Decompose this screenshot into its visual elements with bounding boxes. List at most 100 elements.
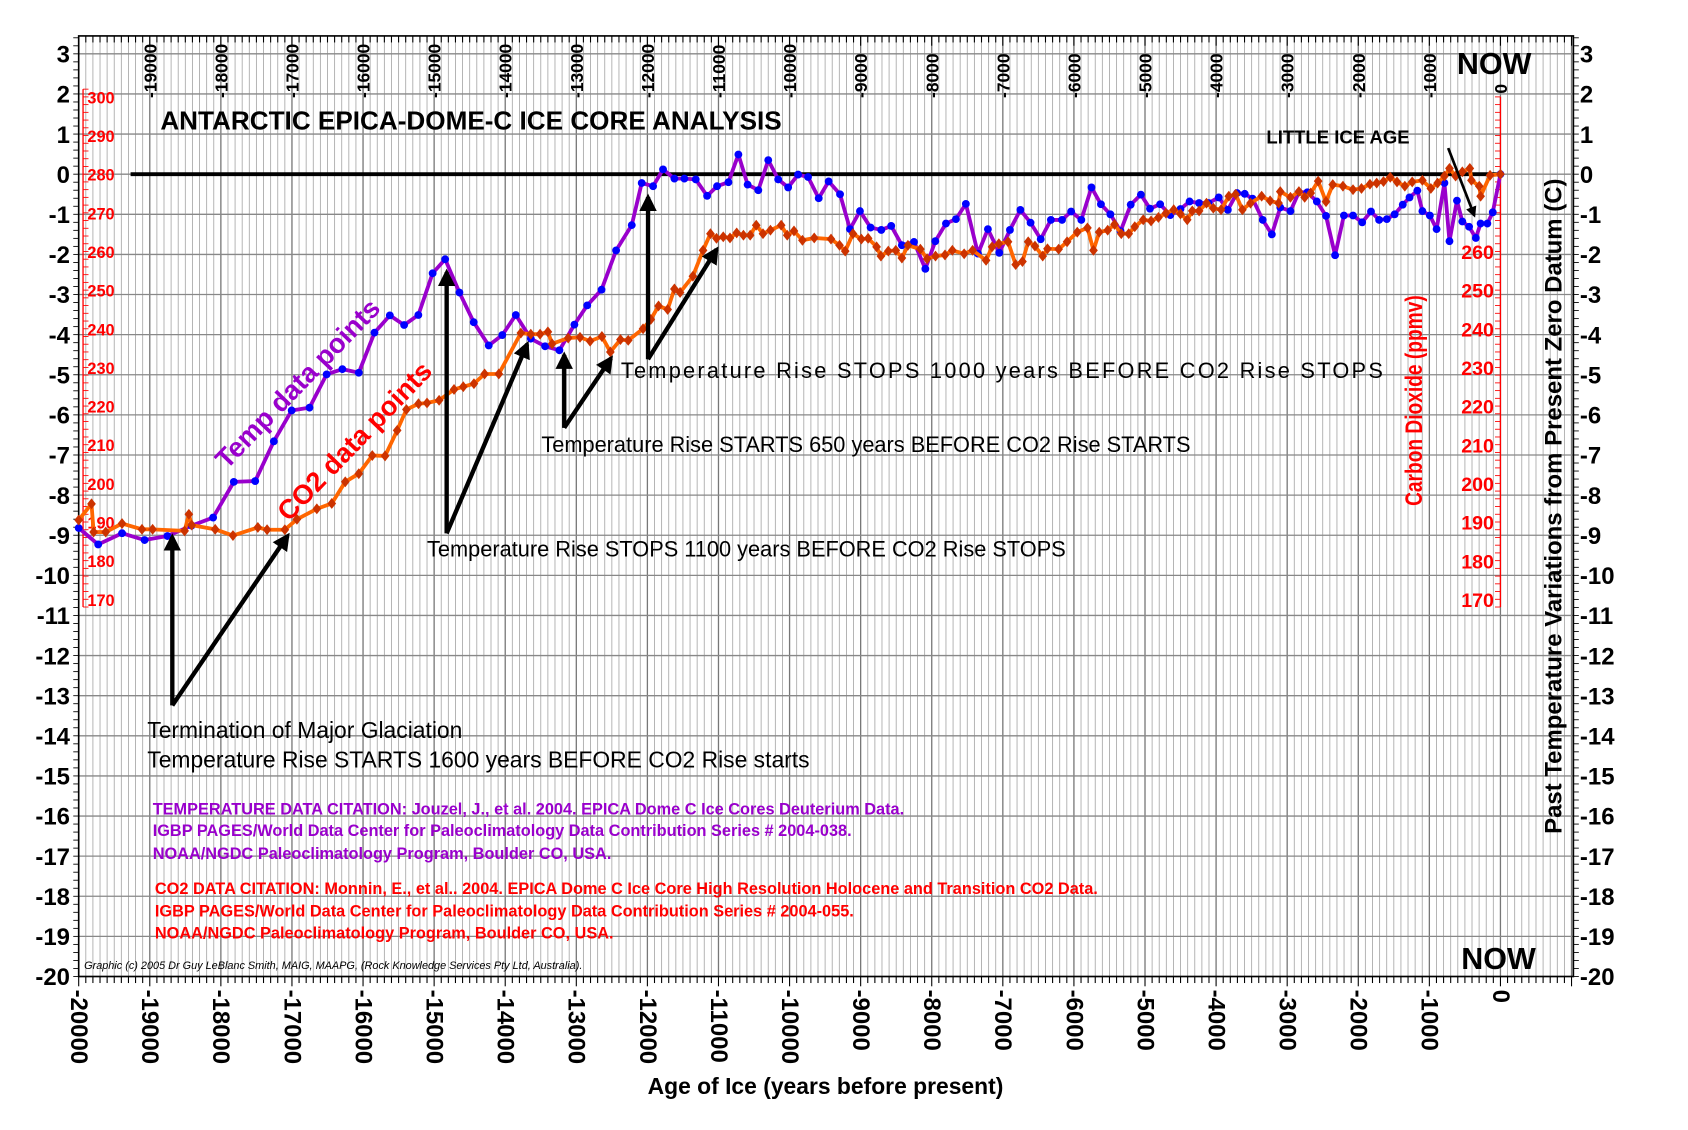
co2-data-point [623, 334, 633, 346]
co2-data-point [422, 397, 432, 409]
temp-data-point [866, 223, 875, 232]
little-ice-age-label: LITTLE ICE AGE [1266, 127, 1409, 148]
co2-citation-line: CO2 DATA CITATION: Monnin, E., et al.. 2… [155, 880, 1098, 898]
temp-data-point [1267, 230, 1276, 239]
y-tick-label-right: -6 [1580, 403, 1601, 430]
co2-data-point [1161, 207, 1171, 219]
co2-data-point [137, 523, 147, 535]
arrow-icon [562, 355, 613, 430]
co2-data-point [745, 229, 755, 241]
temp-data-point [1026, 218, 1035, 227]
temp-data-point [1156, 200, 1165, 209]
co2-tick-label-right: 190 [1461, 513, 1494, 535]
temp-data-point [400, 321, 409, 329]
co2-tick-label-left: 260 [87, 244, 114, 262]
co2-data-point [1496, 168, 1505, 180]
y-tick-label-left: 1 [57, 122, 70, 149]
temp-data-point [1382, 215, 1391, 224]
temp-data-point [1067, 207, 1076, 216]
y-tick-label-right: -5 [1580, 362, 1601, 389]
series [74, 150, 1505, 549]
co2-data-point [1476, 190, 1485, 202]
co2-data-point [688, 270, 698, 282]
temp-data-point [1046, 215, 1055, 224]
x-tick-label-top: -16000 [354, 44, 374, 98]
temp-citation-line: NOAA/NGDC Paleoclimatology Program, Boul… [153, 845, 612, 863]
now-bottom-label: NOW [1461, 942, 1536, 976]
y-tick-label-right: 1 [1580, 122, 1593, 149]
co2-data-point [449, 383, 459, 395]
co2-tick-label-right: 250 [1461, 281, 1494, 303]
y-tick-label-left: -9 [49, 523, 70, 550]
co2-data-point [434, 394, 444, 406]
temp-data-point [680, 174, 689, 183]
co2-data-point [1348, 184, 1358, 196]
x-tick-label-bottom: -1000 [1416, 990, 1443, 1051]
temp-data-point [612, 246, 621, 255]
co2-tick-label-left: 290 [87, 128, 114, 146]
y-tick-label-left: -4 [49, 322, 71, 349]
co2-data-point [597, 331, 607, 342]
temp-data-point [734, 150, 743, 159]
temp-data-point [1390, 210, 1399, 219]
co2-data-point [959, 248, 969, 260]
co2-data-point [940, 249, 950, 261]
x-tick-label-bottom: -5000 [1131, 990, 1158, 1051]
co2-data-point [184, 508, 194, 520]
y-tick-label-left: -12 [35, 643, 70, 670]
temp-data-point [305, 403, 314, 412]
temp-data-point [1146, 204, 1154, 213]
temp-data-point [1440, 179, 1449, 187]
co2-tick-label-left: 180 [87, 553, 114, 571]
y-tick-label-right: 3 [1580, 42, 1593, 69]
y-tick-label-right: -3 [1580, 282, 1601, 309]
y-tick-label-right: -11 [1580, 603, 1613, 630]
y-tick-label-right: -14 [1580, 724, 1615, 751]
y-tick-label-right: -10 [1580, 563, 1615, 590]
x-tick-label-bottom: -11000 [705, 990, 732, 1063]
temp-data-point [1375, 215, 1384, 224]
co2-tick-label-left: 280 [87, 167, 114, 185]
co2-data-point [1054, 243, 1063, 255]
co2-data-point [117, 518, 127, 529]
co2-data-point [1392, 176, 1402, 188]
temp-data-point [1471, 234, 1480, 242]
y-tick-label-left: -17 [35, 844, 70, 871]
co2-data-point [1365, 178, 1375, 190]
y-tick-label-right: -1 [1580, 202, 1601, 229]
x-tick-label-bottom: 0 [1487, 990, 1514, 1003]
co2-data-point [606, 346, 615, 358]
y-tick-label-right: -7 [1580, 443, 1601, 470]
temp-data-point [1445, 237, 1454, 246]
co2-data-point [87, 498, 96, 510]
y-tick-label-left: -1 [49, 202, 70, 229]
temp-data-point [441, 255, 450, 264]
y-tick-label-left: -8 [49, 483, 70, 510]
temp-data-point [670, 174, 679, 183]
co2-data-point [1083, 222, 1092, 234]
co2-data-point [1176, 208, 1185, 220]
co2-data-point [1202, 197, 1211, 209]
x-tick-label-bottom: -19000 [136, 990, 163, 1065]
temp-data-point [1036, 235, 1045, 244]
x-tick-label-top: -3000 [1278, 53, 1298, 98]
co2-data-point [253, 521, 263, 533]
co2-data-point [402, 404, 411, 415]
x-tick-label-bottom: -13000 [563, 990, 590, 1065]
temp-data-point [836, 190, 844, 199]
temp-data-point [764, 156, 773, 165]
co2-data-point [1379, 176, 1388, 187]
co2-data-point [1224, 190, 1234, 202]
co2-data-point [897, 252, 907, 264]
x-tick-label-top: -5000 [1136, 53, 1156, 98]
co2-data-point [1407, 176, 1417, 188]
temp-data-point [1258, 215, 1267, 224]
x-tick-label-top: -19000 [140, 44, 160, 98]
y-tick-label-left: -15 [35, 764, 70, 791]
y-tick-label-left: -14 [35, 724, 70, 751]
temp-data-point [94, 540, 103, 549]
y-tick-label-left: -19 [35, 924, 70, 951]
temp-data-point [1458, 217, 1467, 226]
co2-data-point [414, 398, 423, 410]
temp-data-point [140, 536, 149, 544]
